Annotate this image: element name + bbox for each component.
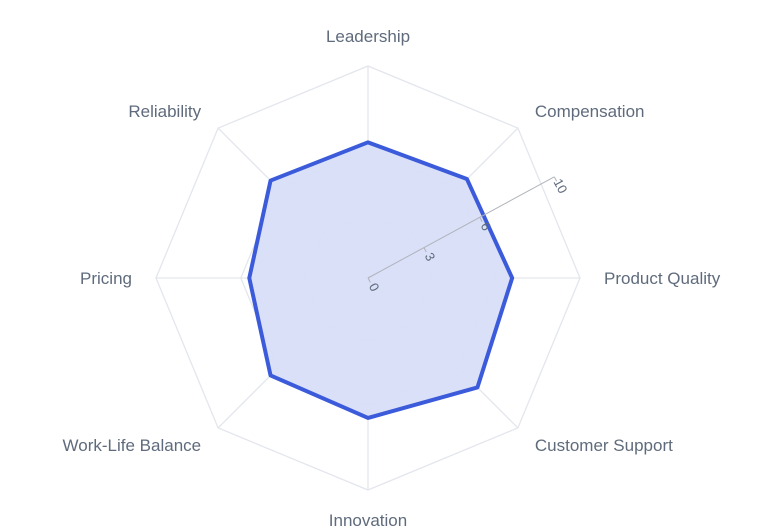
radial-tick-mark	[479, 217, 483, 222]
radial-axis-line	[367, 176, 555, 279]
radar-series	[247, 140, 515, 420]
axis-labels: Leadership Compensation Product Quality Cus…	[63, 27, 721, 529]
axis-label-customer-support: Customer Support	[535, 436, 673, 455]
axis-label-innovation: Innovation	[329, 511, 407, 529]
axis-label-reliability: Reliability	[128, 102, 201, 121]
axis-label-pricing: Pricing	[80, 269, 132, 288]
radial-tick-mark	[367, 277, 371, 283]
radial-tick-label: 10	[550, 176, 570, 196]
axis-label-leadership: Leadership	[326, 27, 410, 46]
axis-label-compensation: Compensation	[535, 102, 645, 121]
axis-label-product-quality: Product Quality	[604, 269, 721, 288]
axis-label-work-life-balance: Work-Life Balance	[63, 436, 202, 455]
radial-tick-mark	[423, 247, 427, 253]
radial-tick-mark	[553, 176, 558, 182]
series-area	[247, 140, 515, 420]
